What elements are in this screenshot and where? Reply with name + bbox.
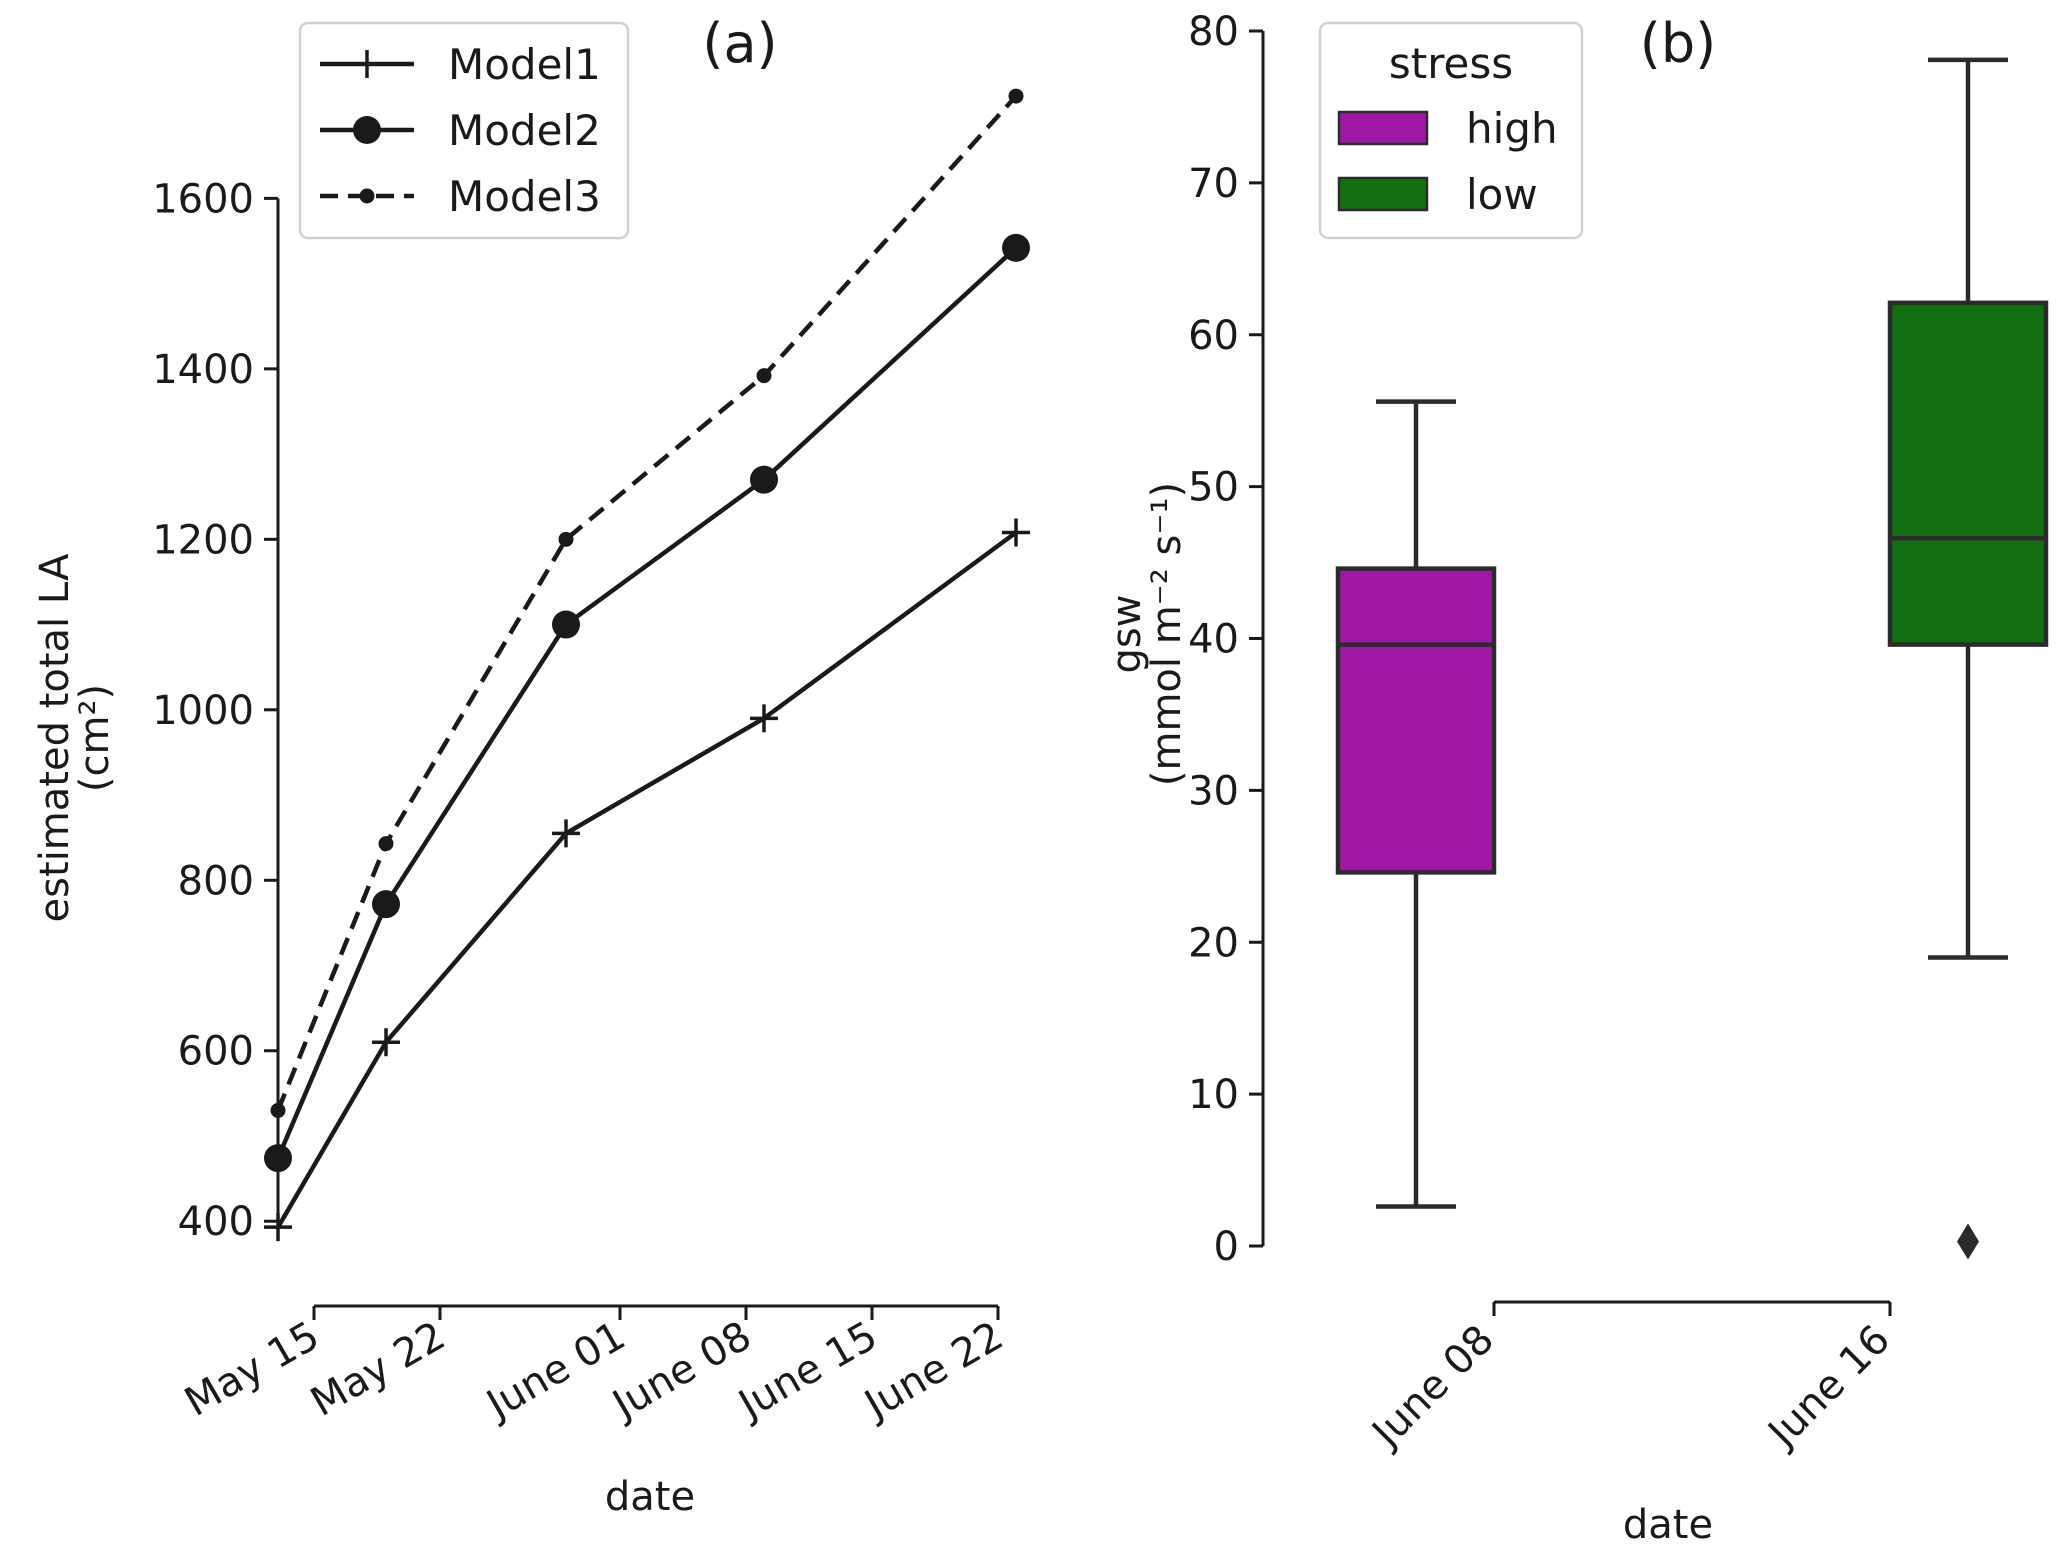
panel-a-series-Model2-point-0 — [264, 1144, 292, 1173]
panel-a-x-tick-label-5: June 22 — [855, 1313, 1011, 1430]
panel-a-y-tick-label-2: 800 — [178, 858, 254, 904]
panel-b-y-tick-label-7: 70 — [1188, 161, 1239, 207]
panel-a-series-Model3-point-2 — [558, 531, 574, 547]
panel-b-legend-label-low: low — [1466, 170, 1538, 219]
panel-a-x-tick-label-1: May 22 — [303, 1313, 453, 1426]
panel-a-series-Model1-line — [276, 530, 1018, 1229]
panel-b-legend-title: stress — [1389, 39, 1513, 88]
panel-b-box-june-08-body — [1335, 566, 1497, 875]
panel-a-series-Model1-point-1 — [372, 1028, 400, 1057]
panel-b-x-title: date — [1623, 1502, 1713, 1548]
panel-a-series-Model3-point-3 — [756, 368, 772, 384]
panel-b-y-unit: (mmol m⁻² s⁻¹) — [1144, 482, 1190, 786]
panel-a-series-Model1-point-2 — [552, 819, 580, 848]
panel-a-legend: Model1 Model2 Model3 — [298, 21, 630, 240]
panel-a-series-Model3-point-4 — [1008, 88, 1024, 104]
panel-b-y-tick-label-5: 50 — [1188, 465, 1239, 511]
panel-a-series-Model3-point-1 — [378, 836, 394, 852]
panel-b-x-ticks: June 08 June 16 — [1362, 1302, 1899, 1458]
panel-b: 0 10 20 30 40 50 60 70 80 June 08 June 16 (b) dat… — [1104, 9, 2049, 1548]
panel-a-series-Model1-point-4 — [1002, 518, 1030, 547]
panel-b-legend-label-high: high — [1466, 104, 1558, 153]
panel-a-x-tick-label-3: June 08 — [603, 1313, 759, 1430]
panel-a-series-Model2-point-1 — [372, 890, 400, 919]
panel-a-y-unit: (cm²) — [72, 684, 118, 792]
panel-b-y-tick-label-2: 20 — [1188, 920, 1239, 966]
panel-b-x-tick-label-1: June 16 — [1758, 1317, 1899, 1458]
panel-b-y-title: gsw — [1104, 595, 1150, 674]
panel-a-label: (a) — [702, 12, 777, 75]
panel-b-box-june-16-body — [1887, 300, 2049, 647]
panel-b-y-tick-label-1: 10 — [1188, 1072, 1239, 1118]
panel-a-series-Model1-point-0 — [264, 1213, 292, 1242]
panel-a-y-tick-label-0: 400 — [178, 1199, 254, 1245]
panel-a-y-tick-label-1: 600 — [178, 1029, 254, 1075]
panel-a-series-Model2-point-3 — [750, 465, 778, 494]
panel-a-legend-label-Model2: Model2 — [448, 106, 601, 155]
panel-b-boxes — [1335, 57, 2049, 1260]
panel-b-y-ticks: 0 10 20 30 40 50 60 70 80 — [1188, 9, 1263, 1270]
panel-b-y-tick-label-0: 0 — [1214, 1224, 1239, 1270]
panel-a-series-Model2-point-2 — [552, 610, 580, 639]
panel-a-legend-marker-Model2 — [353, 116, 381, 144]
panel-a-x-tick-label-0: May 15 — [177, 1313, 327, 1426]
panel-b-legend: stress high low — [1318, 21, 1584, 240]
panel-a-series-Model2-point-4 — [1002, 233, 1030, 262]
panel-a-x-tick-label-4: June 15 — [729, 1313, 885, 1430]
panel-b-y-tick-label-6: 60 — [1188, 313, 1239, 359]
panel-a-series-Model1-point-3 — [750, 704, 778, 733]
panel-a-series — [264, 88, 1030, 1242]
panel-a-legend-label-Model3: Model3 — [448, 172, 601, 221]
panel-a-legend-label-Model1: Model1 — [448, 40, 601, 89]
panel-a-x-tick-label-2: June 01 — [477, 1313, 633, 1430]
panel-a-legend-marker-Model3 — [359, 188, 375, 204]
panel-a-series-Model2-line — [275, 246, 1018, 1159]
panel-b-box-june-16-outlier-0 — [1957, 1223, 1979, 1260]
panel-a-legend-marker-Model1 — [353, 50, 381, 78]
panel-b-legend-swatch-high — [1337, 110, 1429, 146]
panel-a-y-tick-label-3: 1000 — [152, 688, 254, 734]
panel-b-y-tick-label-8: 80 — [1188, 9, 1239, 55]
panel-a-y-title: estimated total LA — [32, 553, 78, 923]
panel-b-y-tick-label-3: 30 — [1188, 768, 1239, 814]
panel-b-x-tick-label-0: June 08 — [1362, 1317, 1503, 1458]
panel-a-series-Model3-point-0 — [270, 1102, 286, 1118]
panel-a-x-title: date — [605, 1474, 695, 1520]
panel-a-y-tick-label-4: 1200 — [152, 517, 254, 563]
panel-a-legend-frame — [298, 21, 630, 240]
panel-a-series-Model3-line — [275, 94, 1018, 1112]
panel-b-label: (b) — [1640, 12, 1716, 75]
panel-b-y-tick-label-4: 40 — [1188, 617, 1239, 663]
panel-a-y-tick-label-6: 1600 — [152, 176, 254, 222]
panel-a-y-tick-label-5: 1400 — [152, 347, 254, 393]
panel-b-legend-swatch-low — [1337, 176, 1429, 212]
panel-a-y-ticks: 400 600 800 1000 1200 1400 1600 — [152, 176, 278, 1245]
